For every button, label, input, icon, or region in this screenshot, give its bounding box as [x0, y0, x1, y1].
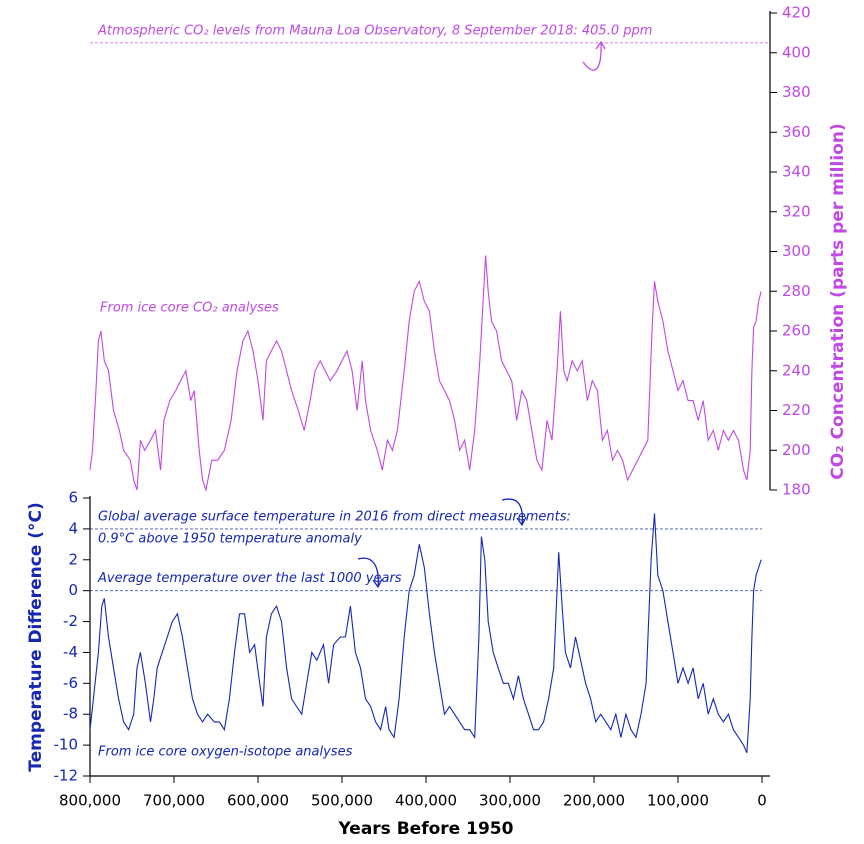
y-tick-label: 320 [782, 202, 811, 220]
y-tick-label: 240 [782, 361, 811, 379]
y-tick-label: 2 [68, 550, 78, 568]
y-tick-label: 400 [782, 43, 811, 61]
y-tick-label: -6 [63, 674, 78, 692]
y-tick-label: -10 [54, 736, 79, 754]
x-tick-label: 200,000 [563, 792, 625, 810]
reference-label: Global average surface temperature in 20… [98, 509, 571, 524]
y-tick-label: -12 [54, 767, 79, 785]
x-tick-label: 100,000 [647, 792, 709, 810]
data-line [89, 513, 762, 754]
y-tick-label: 360 [782, 123, 811, 141]
reference-label: 0.9°C above 1950 temperature anomaly [98, 531, 362, 546]
y-tick-label: 420 [782, 4, 811, 22]
x-tick-label: 500,000 [311, 792, 373, 810]
x-tick-label: 300,000 [479, 792, 541, 810]
x-axis-title: Years Before 1950 [338, 819, 514, 839]
y-tick-label: 300 [782, 242, 811, 260]
y-tick-label: 6 [68, 489, 78, 507]
x-tick-label: 600,000 [227, 792, 289, 810]
annotation: From ice core oxygen-isotope analyses [98, 745, 353, 760]
y-tick-label: 200 [782, 441, 811, 459]
y-axis-title: CO₂ Concentration (parts per million) [828, 123, 848, 479]
y-tick-label: 180 [782, 481, 811, 499]
arrow [501, 498, 527, 527]
y-tick-label: -4 [63, 643, 78, 661]
y-tick-label: 0 [68, 581, 78, 599]
y-tick-label: 4 [68, 519, 78, 537]
reference-label: Average temperature over the last 1000 y… [97, 571, 402, 586]
y-tick-label: 220 [782, 401, 811, 419]
annotation: From ice core CO₂ analyses [100, 301, 279, 316]
reference-label: Atmospheric CO₂ levels from Mauna Loa Ob… [97, 23, 652, 38]
y-tick-label: 380 [782, 83, 811, 101]
x-tick-label: 800,000 [59, 792, 121, 810]
y-tick-label: 280 [782, 282, 811, 300]
x-tick-label: 700,000 [143, 792, 205, 810]
x-tick-label: 0 [757, 792, 767, 810]
y-tick-label: 340 [782, 163, 811, 181]
x-tick-label: 400,000 [395, 792, 457, 810]
y-tick-label: -8 [63, 705, 78, 723]
data-line [89, 255, 762, 493]
y-tick-label: -2 [63, 612, 78, 630]
y-tick-label: 260 [782, 322, 811, 340]
arrow [582, 40, 606, 71]
arrow [357, 557, 383, 589]
y-axis-title: Temperature Difference (°C) [26, 502, 46, 772]
